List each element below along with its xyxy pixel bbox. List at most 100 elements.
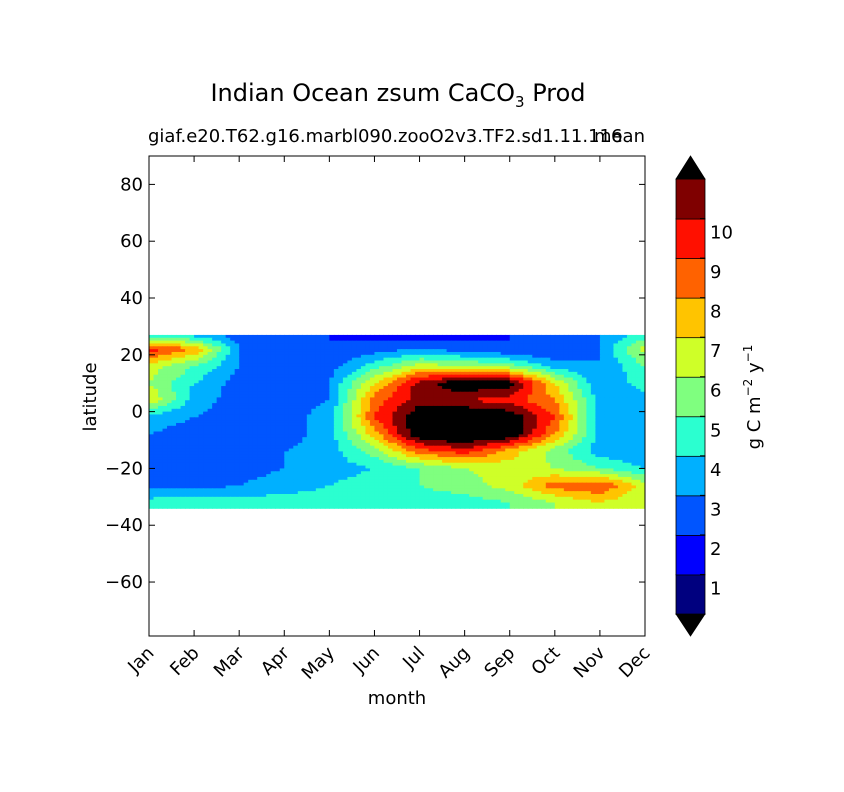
heatmap-cell <box>243 346 249 350</box>
heatmap-cell <box>401 431 407 435</box>
heatmap-cell <box>482 459 488 464</box>
heatmap-cell <box>378 422 385 427</box>
heatmap-cell <box>279 360 285 364</box>
heatmap-cell <box>617 434 624 438</box>
heatmap-cell <box>311 357 317 362</box>
heatmap-cell <box>207 363 213 367</box>
heatmap-cell <box>180 360 186 364</box>
heatmap-cell <box>207 420 213 424</box>
heatmap-cell <box>397 340 403 345</box>
heatmap-cell <box>329 420 335 424</box>
heatmap-cell <box>631 459 637 464</box>
heatmap-cell <box>284 448 290 452</box>
heatmap-cell <box>514 437 520 441</box>
heatmap-cell <box>613 451 619 455</box>
heatmap-cell <box>176 403 182 407</box>
heatmap-cell <box>590 451 596 455</box>
heatmap-cell <box>203 411 209 416</box>
heatmap-cell <box>626 386 633 390</box>
heatmap-cell <box>640 334 645 339</box>
heatmap-cell <box>302 459 308 464</box>
heatmap-cell <box>158 440 164 444</box>
heatmap-cell <box>275 380 281 384</box>
heatmap-cell <box>185 386 191 390</box>
heatmap-cell <box>356 397 362 401</box>
heatmap-cell <box>149 420 155 424</box>
heatmap-cell <box>162 420 168 424</box>
heatmap-cell <box>590 420 596 424</box>
heatmap-cell <box>342 349 348 353</box>
heatmap-cell <box>613 334 619 339</box>
heatmap-cell <box>279 377 285 381</box>
heatmap-cell <box>234 394 240 399</box>
heatmap-cell <box>225 388 231 393</box>
heatmap-cell <box>185 403 191 407</box>
heatmap-cell <box>311 386 317 390</box>
heatmap-cell <box>577 377 583 381</box>
heatmap-cell <box>478 351 484 356</box>
heatmap-cell <box>568 425 574 430</box>
heatmap-cell <box>626 360 633 364</box>
heatmap-cell <box>203 383 209 387</box>
heatmap-cell <box>180 440 186 444</box>
heatmap-cell <box>509 386 515 390</box>
heatmap-cell <box>635 351 642 356</box>
heatmap-cell <box>351 457 358 461</box>
heatmap-cell <box>275 343 281 347</box>
heatmap-cell <box>455 340 461 345</box>
heatmap-cell <box>311 366 317 370</box>
heatmap-cell <box>162 414 168 418</box>
heatmap-cell <box>437 457 443 461</box>
heatmap-cell <box>275 334 281 339</box>
heatmap-cell <box>252 351 258 356</box>
heatmap-cell <box>599 374 606 379</box>
heatmap-cell <box>563 334 569 339</box>
heatmap-cell <box>392 403 398 407</box>
heatmap-cell <box>194 434 200 438</box>
heatmap-cell <box>410 457 416 461</box>
heatmap-cell <box>568 354 574 359</box>
heatmap-cell <box>297 457 303 461</box>
heatmap-cell <box>234 374 240 379</box>
heatmap-cell <box>333 442 339 447</box>
heatmap-cell <box>369 337 376 342</box>
heatmap-cell <box>608 434 615 438</box>
heatmap-cell <box>509 451 515 455</box>
heatmap-cell <box>536 366 542 370</box>
heatmap-cell <box>563 374 569 379</box>
heatmap-cell <box>599 420 606 424</box>
heatmap-cell <box>194 448 200 452</box>
heatmap-cell <box>338 431 344 435</box>
heatmap-cell <box>374 451 380 455</box>
heatmap-cell <box>167 357 173 362</box>
heatmap-cell <box>509 408 515 413</box>
heatmap-cell <box>410 374 416 379</box>
heatmap-cell <box>293 383 299 387</box>
heatmap-cell <box>203 454 209 458</box>
heatmap-cell <box>221 462 227 467</box>
heatmap-cell <box>176 400 182 404</box>
heatmap-cell <box>383 383 389 387</box>
heatmap-cell <box>324 334 330 339</box>
heatmap-cell <box>640 343 645 347</box>
heatmap-cell <box>500 414 506 418</box>
heatmap-cell <box>315 394 321 399</box>
heatmap-cell <box>500 448 506 452</box>
heatmap-cell <box>320 360 326 364</box>
heatmap-cell <box>324 403 330 407</box>
heatmap-cell <box>523 369 529 373</box>
heatmap-cell <box>207 428 213 433</box>
heatmap-cell <box>297 369 303 373</box>
heatmap-cell <box>415 366 421 370</box>
heatmap-cell <box>437 445 443 450</box>
heatmap-cell <box>333 445 339 450</box>
heatmap-cell <box>194 400 200 404</box>
heatmap-cell <box>563 360 569 364</box>
heatmap-cell <box>185 340 191 345</box>
heatmap-cell <box>406 357 412 362</box>
heatmap-cell <box>496 371 502 376</box>
heatmap-cell <box>469 417 475 421</box>
heatmap-cell <box>455 394 461 399</box>
heatmap-cell <box>428 437 434 441</box>
heatmap-cell <box>162 349 168 353</box>
